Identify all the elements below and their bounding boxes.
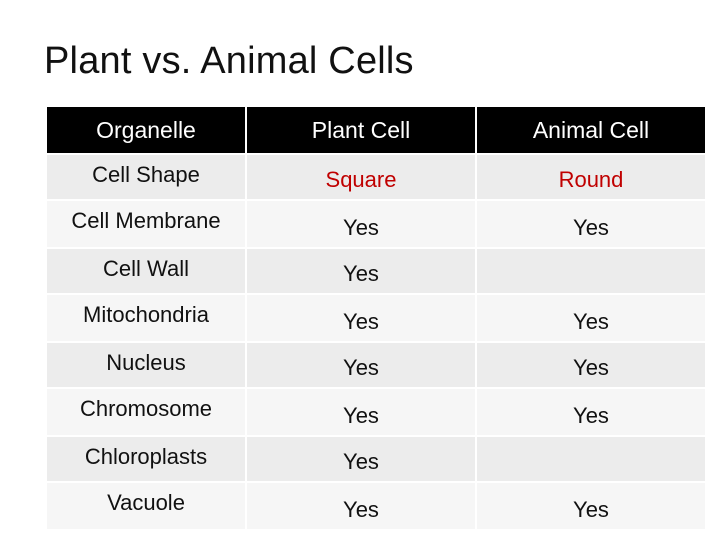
- animal-value-cell: Yes: [477, 201, 705, 247]
- plant-value-cell: Yes: [247, 437, 475, 481]
- animal-value-cell: Round: [477, 155, 705, 199]
- plant-value-cell: Yes: [247, 343, 475, 387]
- organelle-cell: Cell Membrane: [47, 201, 245, 247]
- plant-value-cell: Square: [247, 155, 475, 199]
- plant-value-cell: Yes: [247, 201, 475, 247]
- organelle-cell: Cell Wall: [47, 249, 245, 293]
- plant-value-cell: Yes: [247, 295, 475, 341]
- organelle-cell: Chromosome: [47, 389, 245, 435]
- animal-value-cell: Yes: [477, 343, 705, 387]
- animal-value-cell: [477, 437, 705, 481]
- animal-value-cell: Yes: [477, 389, 705, 435]
- plant-value-cell: Yes: [247, 483, 475, 529]
- plant-value-cell: Yes: [247, 249, 475, 293]
- organelle-cell: Mitochondria: [47, 295, 245, 341]
- animal-value-cell: Yes: [477, 483, 705, 529]
- animal-value-cell: Yes: [477, 295, 705, 341]
- organelle-cell: Cell Shape: [47, 155, 245, 199]
- organelle-cell: Vacuole: [47, 483, 245, 529]
- header-organelle: Organelle: [47, 107, 245, 153]
- organelle-cell: Nucleus: [47, 343, 245, 387]
- slide-title: Plant vs. Animal Cells: [44, 40, 414, 82]
- header-plant-cell: Plant Cell: [247, 107, 475, 153]
- comparison-table: Organelle Plant Cell Animal Cell Cell Sh…: [47, 107, 705, 529]
- header-animal-cell: Animal Cell: [477, 107, 705, 153]
- animal-value-cell: [477, 249, 705, 293]
- plant-value-cell: Yes: [247, 389, 475, 435]
- organelle-cell: Chloroplasts: [47, 437, 245, 481]
